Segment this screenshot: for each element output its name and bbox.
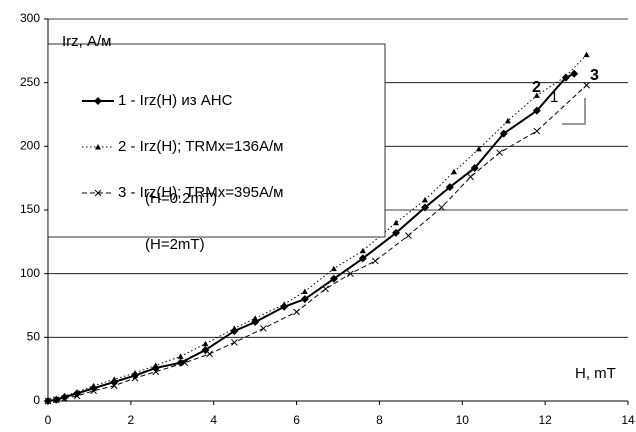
marker: [371, 257, 379, 265]
marker: [358, 254, 367, 263]
annotation: 3: [590, 67, 599, 84]
marker: [583, 81, 590, 89]
marker: [583, 51, 590, 58]
marker: [95, 144, 101, 150]
marker: [131, 374, 139, 382]
marker: [562, 73, 569, 79]
marker: [231, 339, 238, 346]
marker: [330, 265, 337, 272]
annotation: (H=0.2mT): [145, 190, 217, 207]
x-tick-label: 14: [621, 413, 635, 427]
marker: [206, 350, 213, 358]
marker: [496, 149, 503, 157]
legend-label: 2 - Irz(H); TRMx=136A/м: [118, 138, 283, 155]
marker: [61, 395, 68, 402]
marker: [451, 168, 457, 175]
marker: [293, 308, 300, 316]
marker: [533, 92, 540, 98]
x-tick-label: 6: [293, 413, 300, 427]
marker: [252, 315, 259, 321]
marker: [280, 302, 289, 311]
annotation: 1: [550, 89, 558, 106]
y-tick-label: 200: [20, 139, 40, 153]
marker: [44, 397, 52, 405]
marker: [110, 382, 118, 390]
marker: [445, 183, 454, 192]
marker: [152, 368, 160, 376]
x-tick-label: 0: [45, 413, 52, 427]
marker: [177, 353, 184, 359]
legend-box: [47, 43, 386, 238]
marker: [322, 285, 329, 293]
marker: [281, 301, 288, 307]
marker: [470, 163, 479, 172]
marker: [570, 69, 579, 78]
marker: [111, 376, 118, 382]
y-tick-label: 300: [20, 11, 40, 25]
y-tick-label: 50: [27, 330, 41, 344]
marker: [94, 97, 102, 105]
x-axis-label: H, mT: [575, 365, 616, 382]
marker: [300, 295, 309, 304]
y-tick-label: 100: [20, 266, 40, 280]
y-tick-label: 250: [20, 75, 40, 89]
series-line: [47, 84, 587, 402]
marker: [94, 189, 102, 197]
y-tick-label: 150: [20, 202, 40, 216]
x-tick-label: 2: [128, 413, 135, 427]
marker: [90, 382, 97, 389]
annotation: 2: [532, 79, 541, 96]
marker: [405, 232, 412, 239]
marker: [152, 362, 159, 368]
marker: [347, 270, 354, 278]
marker: [230, 326, 239, 335]
marker: [422, 196, 428, 203]
marker: [329, 274, 338, 283]
marker: [260, 325, 267, 332]
y-tick-label: 0: [33, 393, 40, 407]
marker: [132, 369, 138, 376]
marker: [533, 127, 541, 135]
marker: [392, 228, 400, 237]
marker: [359, 247, 366, 254]
marker: [393, 219, 399, 226]
marker: [301, 288, 308, 294]
annotation: (H=2mT): [145, 236, 205, 253]
marker: [231, 325, 238, 331]
marker: [181, 359, 189, 367]
marker: [504, 117, 511, 124]
legend-label: 1 - Irz(H) из АНС: [118, 92, 233, 109]
marker: [52, 396, 60, 404]
marker: [421, 203, 429, 212]
x-tick-label: 4: [210, 413, 217, 427]
marker: [532, 106, 541, 115]
legend-label: 3 - Irz(H); TRMx=395A/м: [118, 184, 283, 201]
marker: [499, 129, 508, 138]
marker: [475, 145, 482, 152]
marker: [202, 340, 209, 347]
marker: [74, 389, 80, 395]
x-tick-label: 10: [456, 413, 470, 427]
marker: [467, 173, 474, 181]
marker: [73, 392, 81, 400]
bracket: [562, 98, 586, 125]
series-line: [47, 54, 587, 402]
x-tick-label: 8: [376, 413, 383, 427]
marker: [90, 387, 97, 395]
y-axis-label: Irz, А/м: [62, 33, 111, 50]
marker: [438, 204, 445, 211]
x-tick-label: 12: [538, 413, 552, 427]
